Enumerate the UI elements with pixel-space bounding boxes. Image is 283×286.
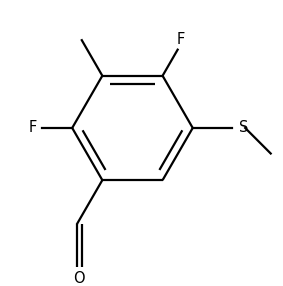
Text: F: F	[177, 32, 185, 47]
Text: F: F	[29, 120, 37, 136]
Text: S: S	[239, 120, 248, 136]
Text: O: O	[74, 271, 85, 286]
